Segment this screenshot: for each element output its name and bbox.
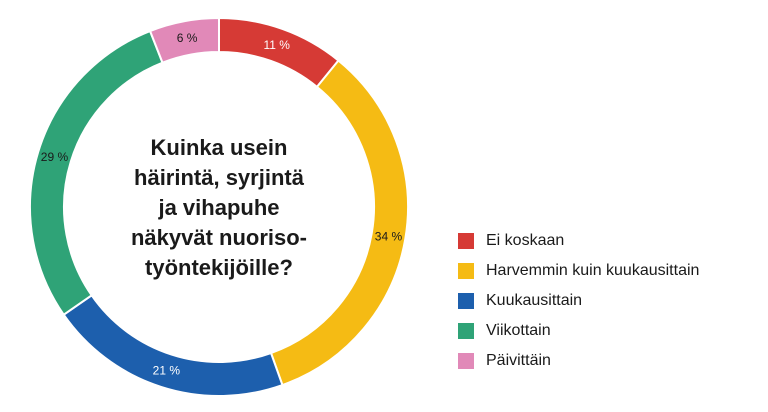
legend-label: Harvemmin kuin kuukausittain xyxy=(486,262,700,279)
donut-slice xyxy=(269,59,409,387)
chart-title-line: häirintä, syrjintä xyxy=(134,165,305,190)
legend-item: Ei koskaan xyxy=(458,226,758,256)
donut-slice xyxy=(148,16,220,64)
legend-label: Kuukausittain xyxy=(486,292,583,309)
legend-label: Ei koskaan xyxy=(486,232,565,249)
chart-title: Kuinka usein häirintä, syrjintä ja vihapuh… xyxy=(131,135,307,280)
legend-label: Päivittäin xyxy=(486,352,551,369)
donut-slice xyxy=(218,16,340,89)
slice-value-label: 34 % xyxy=(375,229,403,243)
donut-slices xyxy=(29,16,409,397)
slice-value-label: 21 % xyxy=(153,364,181,378)
legend-swatch xyxy=(458,233,474,249)
legend-item: Harvemmin kuin kuukausittain xyxy=(458,256,758,286)
slice-value-label: 6 % xyxy=(177,31,198,45)
legend-label: Viikottain xyxy=(486,322,551,339)
legend-item: Kuukausittain xyxy=(458,286,758,316)
legend-item: Viikottain xyxy=(458,316,758,346)
slice-value-label: 29 % xyxy=(41,150,69,164)
legend-swatch xyxy=(458,353,474,369)
legend-item: Päivittäin xyxy=(458,346,758,376)
slice-labels: 11 % 34 % 21 % 29 % 6 % xyxy=(41,31,403,378)
legend-swatch xyxy=(458,293,474,309)
legend-swatch xyxy=(458,263,474,279)
legend-swatch xyxy=(458,323,474,339)
chart-legend: Ei koskaan Harvemmin kuin kuukausittain Ku… xyxy=(458,226,758,376)
slice-value-label: 11 % xyxy=(263,38,290,52)
chart-title-line: työntekijöille? xyxy=(145,255,293,280)
chart-title-line: näkyvät nuoriso- xyxy=(131,225,307,250)
chart-title-line: ja vihapuhe xyxy=(157,195,279,220)
donut-slice xyxy=(62,293,284,397)
chart-title-line: Kuinka usein xyxy=(151,135,288,160)
